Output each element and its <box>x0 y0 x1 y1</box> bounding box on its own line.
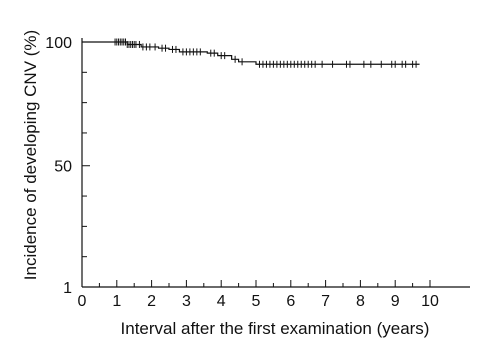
y-tick-label: 50 <box>54 159 72 176</box>
x-tick-label: 2 <box>147 293 156 310</box>
axes <box>81 38 470 288</box>
x-tick-label: 10 <box>421 293 439 310</box>
y-tick-label: 1 <box>63 280 72 297</box>
x-tick-label: 0 <box>78 293 87 310</box>
x-tick-label: 7 <box>321 293 330 310</box>
x-axis-label: Interval after the first examination (ye… <box>121 319 430 338</box>
y-tick-label: 100 <box>45 35 72 52</box>
y-axis-ticks: 100 50 1 <box>45 35 90 297</box>
x-tick-label: 1 <box>112 293 121 310</box>
x-tick-label: 8 <box>356 293 365 310</box>
x-tick-label: 9 <box>391 293 400 310</box>
x-tick-label: 3 <box>182 293 191 310</box>
survival-curve <box>82 38 420 68</box>
x-tick-label: 5 <box>252 293 261 310</box>
x-tick-label: 6 <box>286 293 295 310</box>
x-axis-ticks: 0 1 2 3 4 5 6 7 8 9 10 <box>78 280 439 310</box>
y-axis-label: Incidence of developing CNV (%) <box>21 30 40 280</box>
x-tick-label: 4 <box>217 293 226 310</box>
